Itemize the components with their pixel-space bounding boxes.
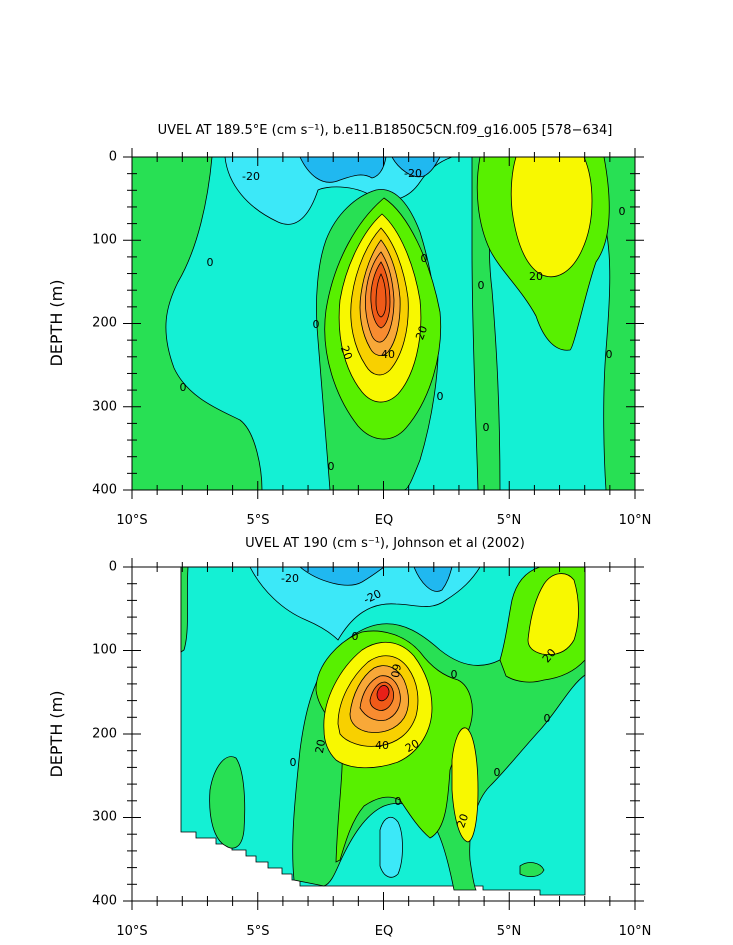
field-20-30-north (510, 157, 593, 278)
x-tick-label: EQ (375, 924, 393, 939)
y-tick-label: 400 (92, 894, 117, 909)
contour-label: 0 (619, 205, 626, 218)
contour-label: 20 (454, 812, 471, 830)
panel-model: UVEL AT 189.5°E (cm s⁻¹), b.e11.B1850C5C… (47, 123, 651, 528)
x-tick-label: 5°S (246, 924, 269, 939)
contour-label: 20 (313, 738, 328, 754)
panel1-title: UVEL AT 189.5°E (cm s⁻¹), b.e11.B1850C5C… (158, 123, 613, 138)
field-neg30-neg20-west (299, 567, 385, 586)
contour-label: 20 (529, 270, 543, 283)
field-0-10-deep-east (519, 862, 545, 878)
contour-label: 40 (375, 739, 389, 752)
y-axis-label: DEPTH (m) (47, 690, 66, 777)
contour-label: 0 (313, 318, 320, 331)
contour-label: 0 (290, 756, 297, 769)
x-tick-label: 5°N (497, 924, 522, 939)
field-0-10-west (180, 567, 189, 653)
x-tick-label: 10°N (619, 924, 652, 939)
x-tick-label: 10°S (116, 924, 147, 939)
contour-label: 0 (207, 256, 214, 269)
x-tick-label: 10°S (116, 513, 147, 528)
panel2-contour-fill (180, 567, 586, 896)
contour-label: 0 (328, 460, 335, 473)
contour-label: 40 (381, 348, 395, 361)
y-tick-label: 300 (92, 400, 117, 415)
y-tick-label: 200 (92, 727, 117, 742)
contour-label: 0 (478, 279, 485, 292)
contour-label: -20 (404, 167, 422, 180)
contour-label: 0 (451, 668, 458, 681)
field-neg30-neg20-east (413, 567, 453, 592)
contour-label: -20 (242, 170, 260, 183)
contour-label: 20 (413, 324, 430, 342)
x-tick-label: 10°N (619, 513, 652, 528)
panel1-contour-labels: -20 -20 0 0 0 0 0 0 0 0 0 0 20 20 40 20 (180, 167, 626, 473)
contour-label: 0 (483, 421, 490, 434)
field-70-eq (375, 273, 387, 318)
contour-label: 0 (395, 795, 402, 808)
y-tick-label: 200 (92, 316, 117, 331)
x-tick-label: EQ (375, 513, 393, 528)
field-neg30-neg20-east (391, 157, 441, 178)
contour-label: 60 (388, 663, 403, 679)
y-tick-label: 100 (92, 643, 117, 658)
contour-label: 0 (352, 630, 359, 643)
panel2-title: UVEL AT 190 (cm s⁻¹), Johnson et al (200… (245, 536, 525, 551)
y-tick-label: 100 (92, 233, 117, 248)
contour-label: 0 (437, 390, 444, 403)
contour-label: 0 (180, 381, 187, 394)
contour-label: -20 (281, 572, 299, 585)
panel1-ticks (123, 148, 644, 499)
contour-label: 0 (421, 252, 428, 265)
panel2-contour-labels: -20 -20 0 0 0 0 0 0 20 40 20 60 20 20 (281, 572, 559, 830)
field-0-10-west-deep (209, 756, 246, 849)
field-neg20-neg10 (249, 567, 481, 641)
y-tick-label: 300 (92, 810, 117, 825)
field-70-80-eq (376, 685, 390, 702)
field-20-30-north (527, 573, 579, 656)
contour-label: 20 (338, 344, 355, 362)
y-axis-label: DEPTH (m) (47, 279, 66, 366)
panel2-ticks (123, 558, 644, 910)
y-tick-label: 0 (109, 150, 117, 165)
y-tick-label: 400 (92, 483, 117, 498)
field-20-30-secondary (451, 727, 479, 843)
panel-observations: UVEL AT 190 (cm s⁻¹), Johnson et al (200… (47, 536, 651, 939)
contour-label: 0 (494, 766, 501, 779)
field-neg10-0-deep (379, 816, 403, 878)
y-tick-label: 0 (109, 560, 117, 575)
field-neg20-neg10 (224, 157, 453, 225)
contour-label: 0 (544, 712, 551, 725)
contour-label: 20 (403, 737, 422, 755)
field-neg30-neg20-west (299, 157, 387, 183)
x-tick-label: 5°N (497, 513, 522, 528)
contour-label: 0 (606, 348, 613, 361)
x-tick-label: 5°S (246, 513, 269, 528)
field-0-10-west (132, 157, 263, 490)
panel1-contour-fill (132, 157, 635, 490)
